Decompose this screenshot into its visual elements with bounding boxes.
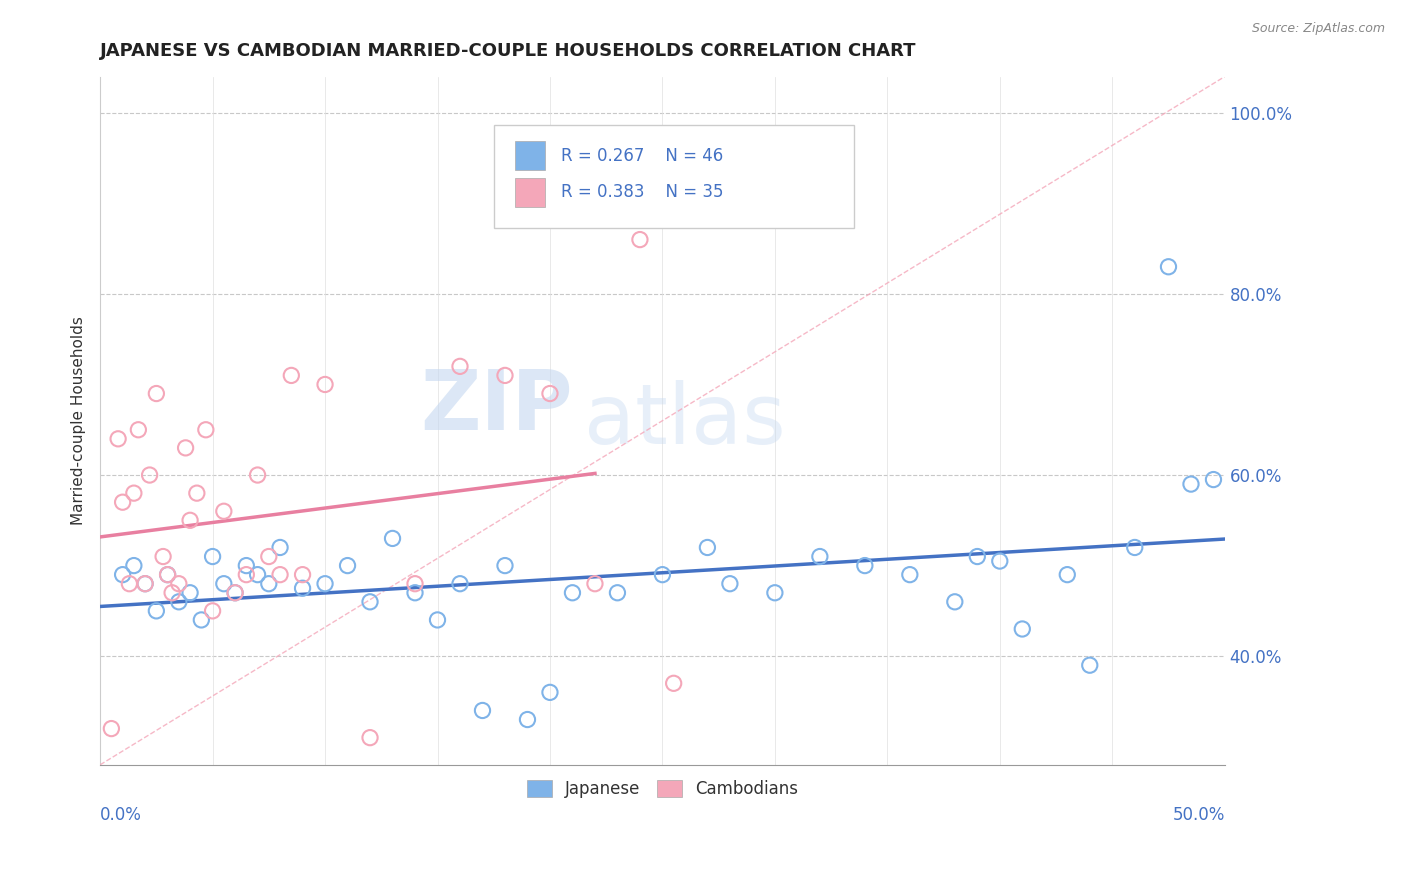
Point bbox=[449, 576, 471, 591]
Y-axis label: Married-couple Households: Married-couple Households bbox=[72, 317, 86, 525]
Point bbox=[194, 423, 217, 437]
Point bbox=[359, 595, 381, 609]
Text: ZIP: ZIP bbox=[420, 367, 572, 448]
Point bbox=[156, 567, 179, 582]
Point bbox=[280, 368, 302, 383]
Point bbox=[471, 704, 494, 718]
Point bbox=[201, 549, 224, 564]
Point bbox=[628, 233, 651, 247]
Point bbox=[246, 468, 269, 483]
Point bbox=[145, 604, 167, 618]
Point bbox=[1011, 622, 1033, 636]
Point bbox=[257, 576, 280, 591]
Point bbox=[651, 567, 673, 582]
Point bbox=[494, 558, 516, 573]
FancyBboxPatch shape bbox=[515, 178, 546, 207]
Point bbox=[314, 377, 336, 392]
Point bbox=[134, 576, 156, 591]
Point bbox=[404, 586, 426, 600]
Point bbox=[662, 676, 685, 690]
Point bbox=[359, 731, 381, 745]
Point bbox=[538, 685, 561, 699]
FancyBboxPatch shape bbox=[494, 125, 853, 228]
Point bbox=[134, 576, 156, 591]
Text: JAPANESE VS CAMBODIAN MARRIED-COUPLE HOUSEHOLDS CORRELATION CHART: JAPANESE VS CAMBODIAN MARRIED-COUPLE HOU… bbox=[100, 42, 917, 60]
Point bbox=[426, 613, 449, 627]
Point bbox=[201, 604, 224, 618]
Point bbox=[561, 586, 583, 600]
Point bbox=[174, 441, 197, 455]
Legend: Japanese, Cambodians: Japanese, Cambodians bbox=[520, 773, 806, 805]
Text: 50.0%: 50.0% bbox=[1173, 805, 1225, 823]
Point bbox=[167, 576, 190, 591]
Point bbox=[516, 713, 538, 727]
Point bbox=[212, 504, 235, 518]
Point bbox=[808, 549, 831, 564]
Point bbox=[1157, 260, 1180, 274]
Point bbox=[107, 432, 129, 446]
Point bbox=[1123, 541, 1146, 555]
Point bbox=[853, 558, 876, 573]
Point bbox=[336, 558, 359, 573]
Point bbox=[696, 541, 718, 555]
Point bbox=[111, 495, 134, 509]
Point bbox=[235, 558, 257, 573]
Point bbox=[224, 586, 246, 600]
FancyBboxPatch shape bbox=[515, 141, 546, 170]
Point bbox=[186, 486, 208, 500]
Point bbox=[179, 513, 201, 527]
Point bbox=[763, 586, 786, 600]
Point bbox=[167, 595, 190, 609]
Text: Source: ZipAtlas.com: Source: ZipAtlas.com bbox=[1251, 22, 1385, 36]
Point bbox=[127, 423, 149, 437]
Point bbox=[1078, 658, 1101, 673]
Point bbox=[111, 567, 134, 582]
Point bbox=[138, 468, 160, 483]
Point bbox=[291, 567, 314, 582]
Point bbox=[404, 576, 426, 591]
Point bbox=[257, 549, 280, 564]
Point bbox=[156, 567, 179, 582]
Point bbox=[235, 567, 257, 582]
Point bbox=[145, 386, 167, 401]
Point bbox=[179, 586, 201, 600]
Point bbox=[538, 386, 561, 401]
Text: R = 0.267    N = 46: R = 0.267 N = 46 bbox=[561, 147, 724, 165]
Point bbox=[269, 567, 291, 582]
Point bbox=[122, 558, 145, 573]
Point bbox=[314, 576, 336, 591]
Text: 0.0%: 0.0% bbox=[100, 805, 142, 823]
Point bbox=[1202, 473, 1225, 487]
Point bbox=[190, 613, 212, 627]
Point bbox=[291, 581, 314, 595]
Point bbox=[449, 359, 471, 374]
Point bbox=[152, 549, 174, 564]
Point bbox=[988, 554, 1011, 568]
Point bbox=[118, 576, 141, 591]
Point bbox=[494, 368, 516, 383]
Point bbox=[381, 532, 404, 546]
Point bbox=[1056, 567, 1078, 582]
Text: R = 0.383    N = 35: R = 0.383 N = 35 bbox=[561, 183, 724, 202]
Point bbox=[898, 567, 921, 582]
Point bbox=[583, 576, 606, 591]
Point bbox=[966, 549, 988, 564]
Point bbox=[1180, 477, 1202, 491]
Point bbox=[246, 567, 269, 582]
Point bbox=[160, 586, 183, 600]
Point bbox=[269, 541, 291, 555]
Point bbox=[212, 576, 235, 591]
Point bbox=[122, 486, 145, 500]
Point bbox=[606, 586, 628, 600]
Text: atlas: atlas bbox=[583, 380, 786, 461]
Point bbox=[100, 722, 122, 736]
Point bbox=[718, 576, 741, 591]
Point bbox=[943, 595, 966, 609]
Point bbox=[224, 586, 246, 600]
